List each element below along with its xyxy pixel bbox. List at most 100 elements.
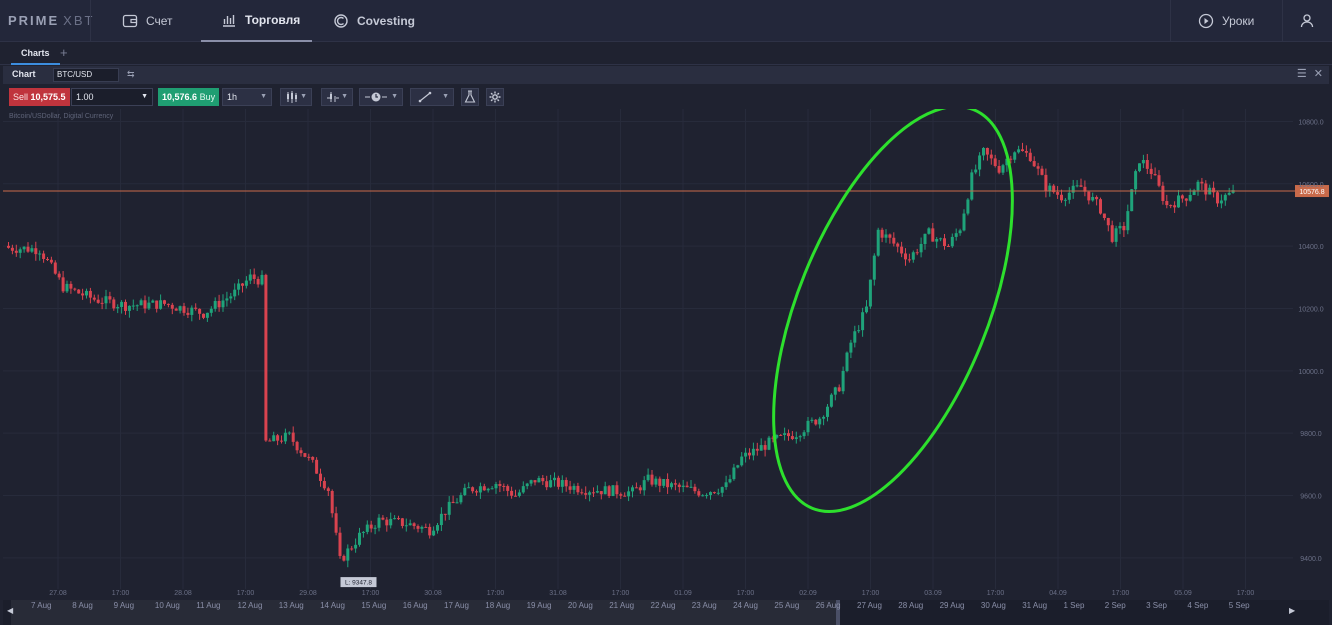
candle-body xyxy=(404,525,408,527)
x-tick-label: 01.09 xyxy=(674,590,692,597)
candle xyxy=(564,477,568,492)
candle-body xyxy=(1056,192,1060,195)
candle xyxy=(818,416,822,429)
nav-covesting[interactable]: Covesting xyxy=(333,0,415,42)
candle-body xyxy=(233,289,237,297)
tab-charts[interactable]: Charts xyxy=(11,46,60,65)
candle-body xyxy=(724,482,728,488)
time-select[interactable]: ▼ xyxy=(359,88,403,106)
drawing-tools-select[interactable]: ▼ xyxy=(410,88,454,106)
chart-type-select[interactable]: ▼ xyxy=(280,88,312,106)
candle xyxy=(985,147,989,161)
settings-button[interactable] xyxy=(486,88,504,106)
candle-body xyxy=(802,432,806,437)
candle xyxy=(116,304,120,314)
chart-title: Chart xyxy=(12,69,36,79)
candle xyxy=(256,276,260,288)
candle xyxy=(229,292,233,304)
candle-body xyxy=(1169,205,1173,207)
scroll-right-icon[interactable]: ▶ xyxy=(1289,606,1296,615)
candle xyxy=(174,307,178,311)
x-tick-label: 17:00 xyxy=(987,590,1005,597)
candle-body xyxy=(673,483,677,485)
candle-body xyxy=(783,433,787,435)
candle-body xyxy=(174,308,178,311)
candle-body xyxy=(904,253,907,260)
candle xyxy=(385,517,389,532)
studies-button[interactable] xyxy=(461,88,479,106)
candle xyxy=(92,294,96,302)
buy-button[interactable]: 10,576.6 Buy xyxy=(158,88,220,106)
candle-body xyxy=(1048,185,1052,192)
candle xyxy=(888,233,892,244)
timeline-scrollbar[interactable]: ◀ ▶ 7 Aug 8 Aug 9 Aug 10 Aug 11 Aug 12 Aug 13 … xyxy=(3,600,1329,625)
candle-body xyxy=(166,303,170,305)
chart-subtitle: Bitcoin/USDollar, Digital Currency xyxy=(9,113,114,120)
candle-body xyxy=(1021,149,1024,152)
candle xyxy=(865,300,868,314)
candle-body xyxy=(627,491,631,497)
candle xyxy=(393,515,397,520)
close-icon[interactable]: ✕ xyxy=(1313,68,1323,80)
candle xyxy=(358,527,361,547)
candle-body xyxy=(143,300,147,309)
interval-select[interactable]: 1h ▼ xyxy=(222,88,272,106)
candle-body xyxy=(1106,217,1110,226)
candle-body xyxy=(213,301,217,309)
candle xyxy=(416,524,420,533)
candle-body xyxy=(966,199,970,214)
candle xyxy=(186,307,190,319)
candles-group xyxy=(7,142,1235,568)
candle-body xyxy=(763,445,767,450)
nav-account[interactable]: Счет xyxy=(122,0,173,42)
candle-body xyxy=(471,487,475,492)
candle-body xyxy=(365,524,369,532)
nav-trading[interactable]: Торговля xyxy=(201,0,312,42)
x-tick-label: 27.08 xyxy=(49,590,67,597)
symbol-input[interactable]: BTC/USD xyxy=(53,68,119,82)
candle xyxy=(697,488,701,498)
candle-body xyxy=(709,492,712,496)
candle-body xyxy=(1184,198,1188,201)
candle xyxy=(451,495,455,504)
candle-body xyxy=(822,416,826,419)
scroll-handle[interactable] xyxy=(836,600,840,625)
chart-canvas[interactable]: 10576.8 10800.0 10600.0 10400.0 10200.0 10000… xyxy=(3,109,1329,599)
gear-icon xyxy=(489,91,501,103)
candle xyxy=(709,491,712,500)
scroll-left-icon[interactable]: ◀ xyxy=(7,606,14,615)
candle xyxy=(252,268,256,284)
candle xyxy=(443,513,447,521)
candle-body xyxy=(1157,175,1161,186)
candle-body xyxy=(400,518,404,526)
lessons-button[interactable]: Уроки xyxy=(1198,0,1254,42)
user-menu-button[interactable] xyxy=(1299,0,1315,42)
candle xyxy=(845,351,849,373)
candle xyxy=(1060,189,1063,203)
user-icon xyxy=(1300,14,1314,28)
candle-body xyxy=(876,229,880,256)
compare-symbol-icon[interactable]: ⇆ xyxy=(127,69,135,79)
candle xyxy=(1087,191,1091,205)
candle-body xyxy=(962,213,966,231)
chevron-down-icon: ▼ xyxy=(442,93,449,100)
candle-body xyxy=(701,495,705,497)
candle xyxy=(1200,177,1204,191)
quantity-select[interactable]: 1.00 ▼ xyxy=(71,88,153,106)
add-tab-button[interactable]: + xyxy=(60,45,68,60)
candle-body xyxy=(1001,165,1005,173)
logo[interactable]: PRIME XBT xyxy=(8,13,94,28)
menu-icon[interactable]: ☰ xyxy=(1296,68,1307,80)
candle-body xyxy=(467,487,471,489)
candle xyxy=(100,297,104,310)
candle xyxy=(950,233,954,248)
indicators-select[interactable]: ▼ xyxy=(321,88,353,106)
candle xyxy=(10,244,14,255)
candle xyxy=(892,232,896,247)
candle-body xyxy=(432,530,436,536)
scroll-date-label: 24 Aug xyxy=(733,601,759,610)
price-chart[interactable]: 10576.8 10800.0 10600.0 10400.0 10200.0 10000… xyxy=(3,109,1329,599)
candle-body xyxy=(307,456,311,458)
candle-body xyxy=(135,305,139,307)
sell-button[interactable]: Sell 10,575.5 xyxy=(9,88,70,106)
